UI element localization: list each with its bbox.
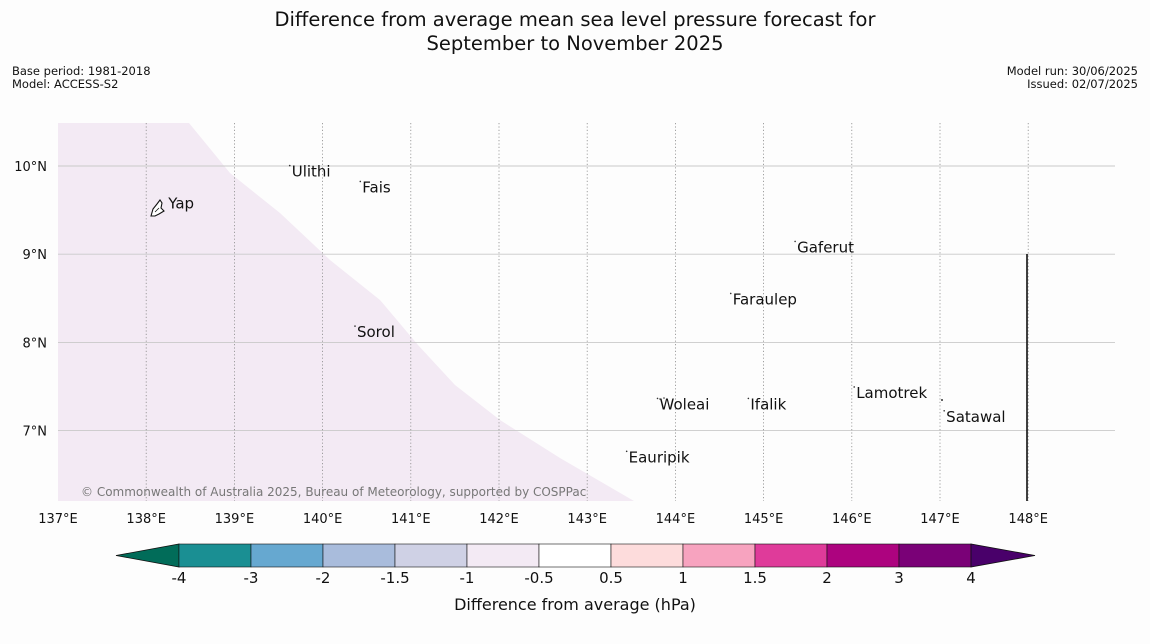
colorbar-tick-label: 1 <box>678 569 688 587</box>
island-dot <box>794 240 796 243</box>
lon-tick-label: 146°E <box>832 512 872 527</box>
chart-title: Difference from average mean sea level p… <box>0 8 1150 56</box>
island-dot <box>625 450 628 453</box>
lat-tick-label: 9°N <box>23 248 48 263</box>
base-period-text: Base period: 1981-2018 <box>12 64 151 78</box>
lon-tick-label: 147°E <box>920 512 960 527</box>
island-dot <box>359 180 362 183</box>
colorbar-segment <box>466 543 540 568</box>
issued-text: Issued: 02/07/2025 <box>1027 77 1138 91</box>
colorbar-tick-label: -4 <box>172 569 187 587</box>
title-line-1: Difference from average mean sea level p… <box>274 8 876 31</box>
island-dot <box>659 398 661 400</box>
colorbar-tick-label: 2 <box>822 569 832 587</box>
latitude-gridlines <box>58 165 1115 432</box>
colorbar-tick-label: 0.5 <box>599 569 623 587</box>
colorbar-segment <box>682 543 756 568</box>
colorbar: -4 -3 -2 -1.5 -1 -0.5 0.5 1 1.5 2 3 4 <box>115 543 1036 587</box>
lon-tick-label: 145°E <box>744 512 784 527</box>
lon-tick-label: 143°E <box>567 512 607 527</box>
colorbar-segment <box>322 543 396 568</box>
lon-tick-label: 144°E <box>656 512 696 527</box>
place-label-ifalik: Ifalik <box>750 395 786 413</box>
lon-tick-label: 139°E <box>215 512 255 527</box>
place-label-yap: Yap <box>167 194 194 212</box>
colorbar-segment <box>538 543 612 568</box>
island-dot <box>354 325 356 327</box>
meta-right: Model run: 30/06/2025 Issued: 02/07/2025 <box>1007 65 1138 91</box>
colorbar-label: Difference from average (hPa) <box>454 595 696 614</box>
place-label-gaferut: Gaferut <box>797 238 854 256</box>
island-dot <box>853 386 856 388</box>
island-dot <box>288 164 291 167</box>
place-label-woleai: Woleai <box>660 395 710 413</box>
island-dot <box>656 397 659 400</box>
colorbar-segment <box>394 543 468 568</box>
place-label-fais: Fais <box>362 178 391 196</box>
lon-tick-label: 138°E <box>126 512 166 527</box>
model-text: Model: ACCESS-S2 <box>12 77 119 91</box>
yap-island-shape <box>150 199 165 217</box>
colorbar-tick-label: 3 <box>894 569 904 587</box>
colorbar-tick-label: -1 <box>460 569 475 587</box>
lon-tick-label: 141°E <box>391 512 431 527</box>
place-label-ulithi: Ulithi <box>292 163 331 181</box>
island-dot <box>747 397 750 400</box>
copyright-text: © Commonwealth of Australia 2025, Bureau… <box>81 485 586 499</box>
colorbar-over-extension <box>970 543 1036 568</box>
island-dot <box>941 399 943 401</box>
lon-tick-label: 137°E <box>38 512 78 527</box>
place-label-satawal: Satawal <box>946 408 1005 426</box>
colorbar-tick-label: -2 <box>316 569 331 587</box>
colorbar-tick-label: -3 <box>244 569 259 587</box>
title-line-2: September to November 2025 <box>426 32 724 55</box>
place-labels: Yap Ulithi Fais Gaferut Faraulep Sorol Lamotre… <box>167 163 1005 467</box>
place-label-sorol: Sorol <box>357 323 395 341</box>
colorbar-tick-label: -1.5 <box>380 569 409 587</box>
place-label-faraulep: Faraulep <box>733 290 797 308</box>
colorbar-segment <box>826 543 900 568</box>
colorbar-segment <box>178 543 252 568</box>
lon-tick-label: 148°E <box>1008 512 1048 527</box>
meta-left: Base period: 1981-2018 Model: ACCESS-S2 <box>12 65 151 91</box>
colorbar-tick-label: 4 <box>966 569 976 587</box>
colorbar-segment <box>898 543 972 568</box>
lat-tick-label: 10°N <box>14 160 47 175</box>
lon-tick-label: 142°E <box>479 512 519 527</box>
island-dot <box>663 397 665 399</box>
colorbar-tick-label: -0.5 <box>524 569 553 587</box>
place-label-eauripik: Eauripik <box>629 448 690 466</box>
island-dot <box>943 409 945 412</box>
lat-tick-label: 7°N <box>23 425 48 440</box>
colorbar-under-extension <box>115 543 180 568</box>
island-dot <box>729 292 732 295</box>
model-run-text: Model run: 30/06/2025 <box>1006 64 1138 78</box>
lat-tick-label: 8°N <box>23 336 48 351</box>
lon-tick-label: 140°E <box>303 512 343 527</box>
colorbar-segment <box>754 543 828 568</box>
place-label-lamotrek: Lamotrek <box>856 384 927 402</box>
colorbar-tick-label: 1.5 <box>743 569 767 587</box>
map-area: Yap Ulithi Fais Gaferut Faraulep Sorol Lamotre… <box>58 123 1115 501</box>
shaded-anomaly-region <box>58 123 634 501</box>
colorbar-segment <box>250 543 324 568</box>
axis-tick-labels: 10°N 9°N 8°N 7°N 137°E 138°E 139°E 140°E 141°E 14… <box>14 160 1048 527</box>
colorbar-segment <box>610 543 684 568</box>
